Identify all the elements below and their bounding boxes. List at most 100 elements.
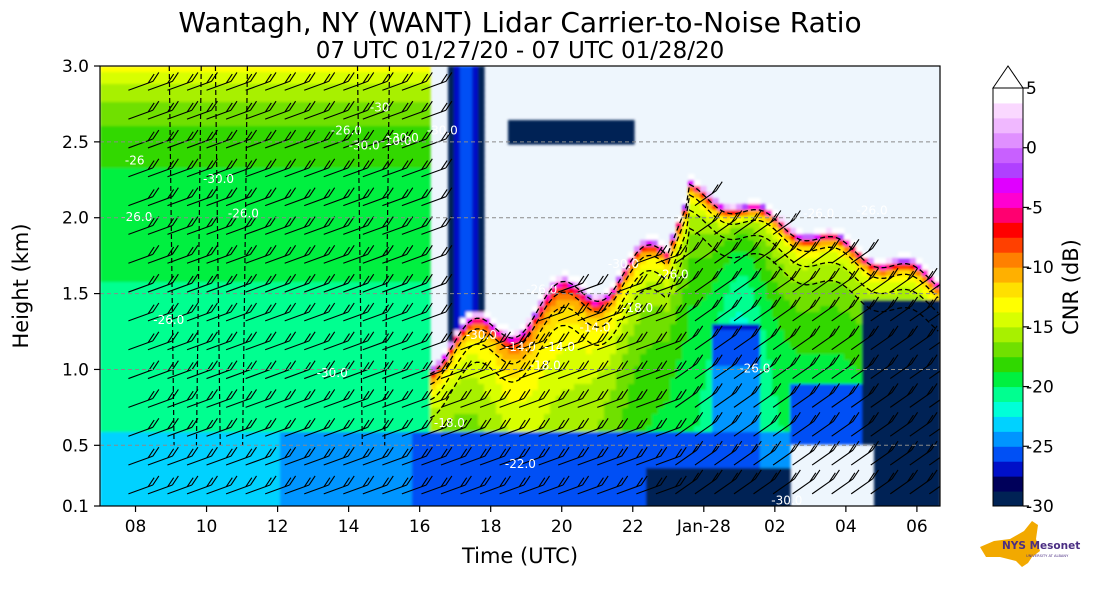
cnr-cell [154,192,161,199]
cnr-cell [760,216,767,223]
cnr-cell [184,288,191,295]
cnr-cell [580,312,587,319]
cnr-cell [772,282,779,289]
cnr-cell [760,246,767,253]
cnr-cell [190,246,197,253]
cnr-cell [118,348,125,355]
cnr-cell [184,324,191,331]
cnr-cell [232,342,239,349]
cnr-cell [910,294,917,301]
cnr-cell [196,120,203,127]
cnr-cell [928,366,935,373]
cnr-cell [376,222,383,229]
cnr-cell [310,330,317,337]
cnr-cell [616,348,623,355]
cnr-cell [106,360,113,367]
cnr-cell [928,372,935,379]
cnr-cell [262,198,269,205]
cnr-cell [298,354,305,361]
cnr-cell [166,150,173,157]
cnr-cell [280,150,287,157]
cnr-cell [142,156,149,163]
cnr-cell [298,78,305,85]
cnr-cell [262,66,269,73]
cnr-cell [130,216,137,223]
cnr-cell [256,330,263,337]
cnr-cell [376,72,383,79]
cnr-cell [400,66,407,73]
cnr-cell [460,252,467,259]
cnr-cell [460,348,467,355]
cnr-cell [262,78,269,85]
cnr-cell [358,216,365,223]
cnr-cell [700,330,707,337]
cnr-cell [136,264,143,271]
cnr-cell [202,312,209,319]
cnr-cell [142,198,149,205]
cnr-cell [232,78,239,85]
cnr-cell [796,354,803,361]
cnr-cell [370,270,377,277]
cnr-cell [202,114,209,121]
cnr-cell [382,114,389,121]
cnr-cell [640,312,647,319]
cnr-cell [550,366,557,373]
cnr-cell [346,108,353,115]
cnr-cell [202,252,209,259]
cnr-cell [676,354,683,361]
cnr-cell [730,318,737,325]
cnr-cell [406,120,413,127]
cnr-cell [586,324,593,331]
cnr-cell [382,180,389,187]
cnr-cell [508,120,515,127]
cnr-cell [130,180,137,187]
cnr-cell [340,354,347,361]
cnr-cell [406,150,413,157]
cnr-cell [136,150,143,157]
cnr-cell [616,282,623,289]
cnr-cell [742,246,749,253]
cnr-cell [178,276,185,283]
cnr-cell [670,270,677,277]
cnr-cell [232,246,239,253]
cnr-cell [670,378,677,385]
cnr-cell [112,306,119,313]
cnr-cell [364,216,371,223]
cnr-cell [646,294,653,301]
cnr-cell [808,366,815,373]
cnr-cell [382,258,389,265]
cnr-cell [268,300,275,307]
cnr-cell [466,120,473,127]
cnr-cell [340,162,347,169]
cnr-cell [100,120,107,127]
cnr-cell [172,342,179,349]
cnr-cell [658,324,665,331]
cnr-cell [262,300,269,307]
cnr-cell [148,138,155,145]
cnr-cell [364,270,371,277]
cnr-cell [346,288,353,295]
cnr-cell [700,222,707,229]
cnr-cell [682,222,689,229]
cnr-cell [628,324,635,331]
cnr-cell [406,156,413,163]
cnr-cell [772,348,779,355]
cnr-cell [250,360,257,367]
cnr-cell [286,204,293,211]
cnr-cell [934,300,940,307]
cnr-cell [892,282,899,289]
cnr-cell [136,330,143,337]
cnr-cell [322,240,329,247]
cnr-cell [286,162,293,169]
cnr-cell [178,132,185,139]
cnr-cell [802,342,809,349]
cnr-cell [226,258,233,265]
cnr-cell [352,66,359,73]
cnr-cell [556,276,563,283]
cnr-cell [118,342,125,349]
cnr-cell [388,234,395,241]
cnr-cell [118,294,125,301]
cnr-cell [352,138,359,145]
cnr-cell [232,138,239,145]
cnr-cell [148,168,155,175]
